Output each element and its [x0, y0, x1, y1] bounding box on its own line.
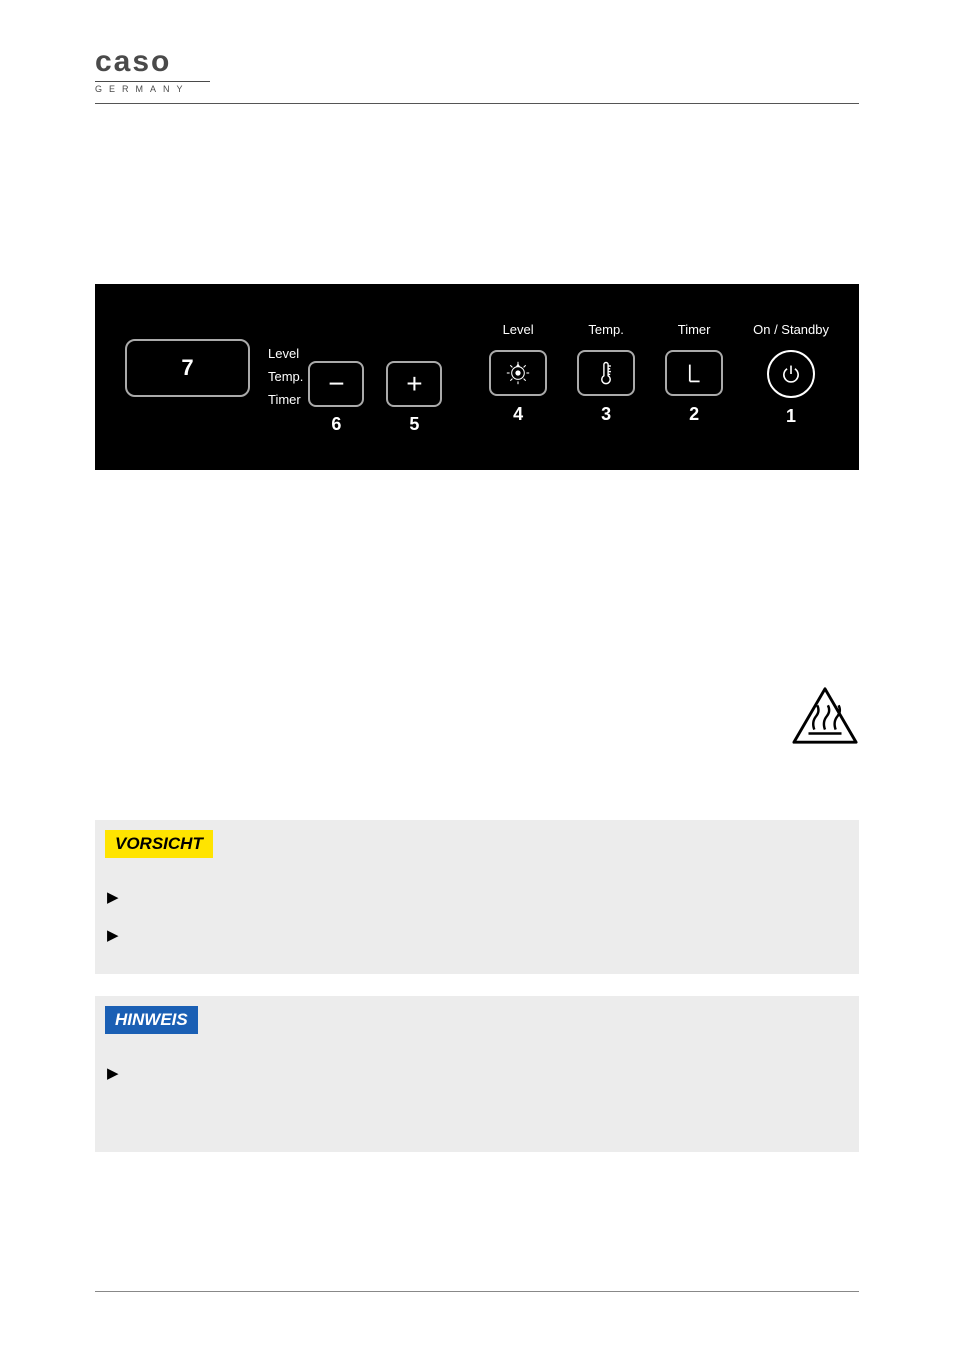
logo-country: GERMANY — [95, 84, 210, 94]
bullet-icon: ▶ — [107, 1064, 119, 1082]
spacer — [95, 1090, 859, 1130]
timer-icon — [680, 359, 708, 387]
timer-button-group: Timer 2 — [665, 322, 723, 427]
bullet-text — [133, 922, 839, 942]
callout-num-5: 5 — [409, 414, 419, 435]
level-icon — [504, 359, 532, 387]
temp-label: Temp. — [588, 322, 623, 342]
plus-button[interactable]: + 5 — [386, 361, 442, 407]
timer-button[interactable] — [665, 350, 723, 396]
logo-divider — [95, 81, 210, 82]
temp-button[interactable] — [577, 350, 635, 396]
hinweis-callout: HINWEIS ▶ — [95, 996, 859, 1152]
display-value: 7 — [181, 355, 193, 381]
label-level: Level — [268, 346, 303, 361]
hot-surface-warning-icon — [791, 685, 859, 747]
display-box: 7 — [125, 339, 250, 397]
power-button[interactable] — [767, 350, 815, 398]
callout-num-3: 3 — [601, 404, 611, 425]
control-panel-figure: 7 Level Temp. Timer − 6 + 5 Level — [95, 284, 859, 470]
bullet-icon: ▶ — [107, 926, 119, 944]
logo-name: caso — [95, 45, 210, 79]
header-rule — [95, 103, 859, 104]
level-button-group: Level 4 — [489, 322, 547, 427]
vorsicht-tag: VORSICHT — [105, 830, 213, 858]
callout-num-1: 1 — [786, 406, 796, 427]
footer-rule — [95, 1291, 859, 1292]
plus-icon: + — [406, 368, 422, 400]
bullet-icon: ▶ — [107, 888, 119, 906]
callout-num-6: 6 — [331, 414, 341, 435]
power-icon — [778, 361, 804, 387]
temp-icon — [592, 359, 620, 387]
hinweis-bullet-1: ▶ — [95, 1052, 859, 1090]
bullet-text — [133, 1060, 839, 1080]
vorsicht-callout: VORSICHT ▶ ▶ — [95, 820, 859, 974]
mode-labels-column: Level Temp. Timer — [268, 346, 303, 407]
callout-num-4: 4 — [513, 404, 523, 425]
label-timer: Timer — [268, 392, 303, 407]
brand-logo: caso GERMANY — [95, 45, 210, 94]
power-label: On / Standby — [753, 322, 829, 342]
level-label: Level — [503, 322, 534, 342]
page-header: caso GERMANY — [0, 0, 954, 104]
hinweis-tag: HINWEIS — [105, 1006, 198, 1034]
vorsicht-bullet-2: ▶ — [95, 914, 859, 952]
power-button-group: On / Standby 1 — [753, 322, 829, 427]
label-temp: Temp. — [268, 369, 303, 384]
timer-label: Timer — [678, 322, 711, 342]
mode-buttons-row: Level 4 Temp. — [489, 322, 829, 427]
callout-num-2: 2 — [689, 404, 699, 425]
minus-button[interactable]: − 6 — [308, 361, 364, 407]
level-button[interactable] — [489, 350, 547, 396]
vorsicht-bullet-1: ▶ — [95, 876, 859, 914]
adjust-buttons: − 6 + 5 — [308, 361, 442, 407]
minus-icon: − — [328, 368, 344, 400]
temp-button-group: Temp. 3 — [577, 322, 635, 427]
bullet-text — [133, 884, 839, 904]
